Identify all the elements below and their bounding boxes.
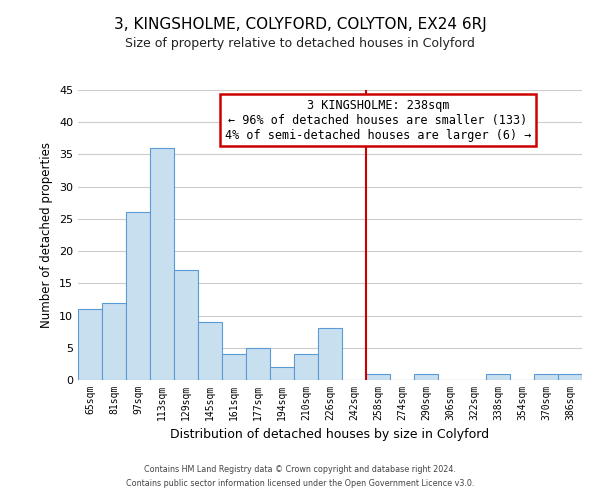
Bar [294,354,318,380]
Bar [222,354,246,380]
Text: 3 KINGSHOLME: 238sqm
← 96% of detached houses are smaller (133)
4% of semi-detac: 3 KINGSHOLME: 238sqm ← 96% of detached h… [224,98,531,142]
Text: Contains HM Land Registry data © Crown copyright and database right 2024.
Contai: Contains HM Land Registry data © Crown c… [126,466,474,487]
Bar [486,374,510,380]
Bar [366,374,390,380]
Bar [558,374,582,380]
Bar [270,367,294,380]
Bar [174,270,198,380]
Text: Size of property relative to detached houses in Colyford: Size of property relative to detached ho… [125,38,475,51]
Y-axis label: Number of detached properties: Number of detached properties [40,142,53,328]
Bar [318,328,342,380]
Text: 3, KINGSHOLME, COLYFORD, COLYTON, EX24 6RJ: 3, KINGSHOLME, COLYFORD, COLYTON, EX24 6… [113,18,487,32]
Bar [246,348,270,380]
Bar [102,302,126,380]
Bar [534,374,558,380]
Bar [126,212,150,380]
Bar [414,374,438,380]
X-axis label: Distribution of detached houses by size in Colyford: Distribution of detached houses by size … [170,428,490,442]
Bar [198,322,222,380]
Bar [78,309,102,380]
Bar [150,148,174,380]
